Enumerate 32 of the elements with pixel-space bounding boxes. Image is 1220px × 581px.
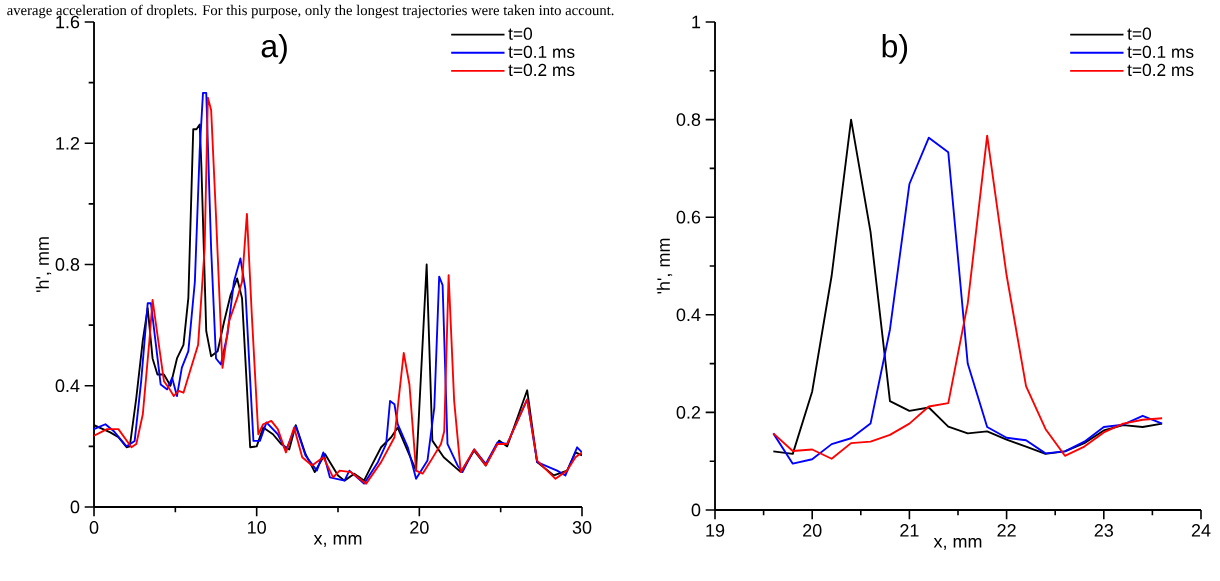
- y-tick-label: 1.2: [56, 136, 80, 150]
- y-tick-label: 0.8: [676, 113, 701, 126]
- legend-label: t=0: [1127, 27, 1152, 40]
- y-tick-label: 0.2: [676, 406, 701, 419]
- y-tick-label: 0.4: [55, 379, 80, 393]
- x-tick-label: 0: [89, 521, 99, 534]
- x-tick-label: 30: [572, 521, 592, 534]
- y-axis-title: 'h', mm: [35, 237, 52, 293]
- legend-label: t=0.1 ms: [1127, 45, 1194, 58]
- x-tick-label: 10: [248, 521, 266, 534]
- x-tick-label: 20: [410, 521, 429, 534]
- y-axis-title: 'h', mm: [656, 238, 673, 294]
- x-tick-label: 22: [997, 524, 1016, 537]
- y-tick-label: 0.8: [55, 258, 80, 271]
- y-tick-label: 0: [691, 503, 701, 517]
- y-tick-label: 0.4: [676, 308, 701, 322]
- x-tick-label: 21: [900, 524, 919, 537]
- x-axis-title: x, mm: [313, 534, 362, 547]
- y-tick-label: 0: [70, 500, 80, 514]
- x-tick-label: 19: [706, 524, 725, 537]
- x-axis-title: x, mm: [933, 537, 982, 550]
- legend-label: t=0: [508, 27, 533, 40]
- legend-label: t=0.1 ms: [508, 45, 575, 58]
- legend-label: t=0.2 ms: [508, 63, 575, 77]
- legend-label: t=0.2 ms: [1127, 63, 1194, 77]
- chart-title: a): [261, 33, 287, 64]
- y-tick-label: 1: [692, 15, 701, 29]
- x-tick-label: 24: [1191, 524, 1211, 537]
- x-tick-label: 23: [1094, 524, 1114, 537]
- x-tick-label: 20: [803, 524, 822, 537]
- chart-title: b): [882, 34, 908, 64]
- y-tick-label: 0.6: [676, 210, 701, 224]
